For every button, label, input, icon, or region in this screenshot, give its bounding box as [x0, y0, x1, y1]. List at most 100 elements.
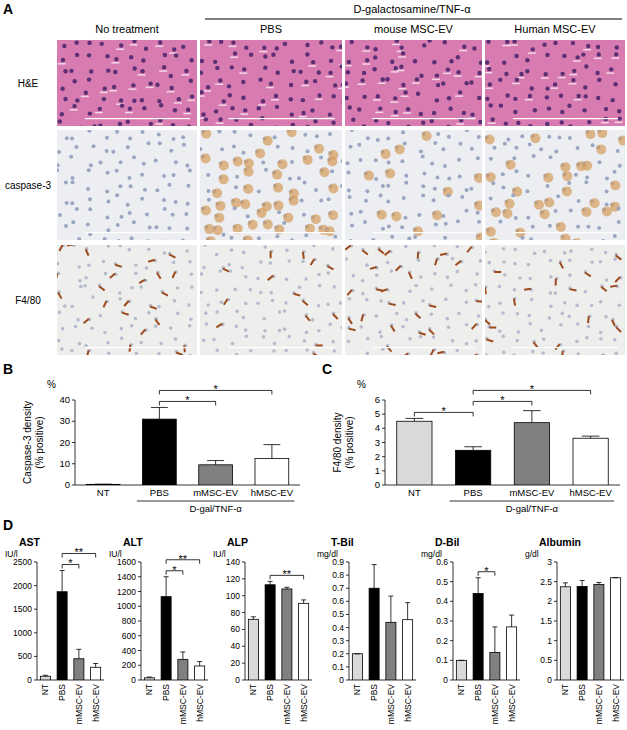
nucleus — [262, 335, 266, 339]
nucleus — [102, 260, 106, 264]
sinusoid — [606, 72, 614, 74]
y-tick — [554, 660, 557, 661]
y-tick-label: 6 — [375, 394, 380, 405]
error-bar — [43, 675, 48, 677]
stain — [486, 339, 493, 343]
nucleus — [207, 40, 211, 43]
sinusoid — [583, 49, 591, 51]
sinusoid — [345, 86, 349, 88]
nucleus — [305, 52, 309, 56]
nucleus — [234, 185, 238, 189]
nucleus — [313, 119, 317, 123]
nucleus — [432, 111, 436, 115]
sinusoid — [146, 87, 154, 89]
nucleus — [163, 251, 167, 255]
nucleus — [303, 181, 307, 185]
nucleus — [245, 334, 249, 338]
y-tick-label: 1500 — [13, 604, 32, 614]
y-axis — [453, 562, 454, 680]
nucleus — [350, 224, 354, 228]
stain — [569, 288, 576, 291]
nucleus — [86, 222, 90, 226]
nucleus — [174, 53, 178, 57]
nucleus — [74, 40, 78, 44]
y-tick-label: 0 — [547, 675, 552, 685]
nucleus — [298, 70, 302, 74]
sinusoid — [485, 72, 492, 74]
nucleus — [569, 249, 573, 253]
stain — [270, 251, 272, 258]
stain — [272, 170, 282, 180]
nucleus — [258, 77, 262, 81]
sinusoid — [116, 48, 124, 50]
x-tick-label: mMSC-EV — [386, 684, 396, 724]
stain — [560, 234, 570, 240]
stain — [585, 130, 595, 139]
nucleus — [346, 70, 350, 74]
nucleus — [539, 147, 543, 151]
nucleus — [575, 340, 579, 344]
nucleus — [78, 126, 82, 127]
nucleus — [174, 200, 178, 204]
micrograph-bg — [345, 40, 482, 126]
nucleus — [206, 85, 210, 89]
x-tick-label: NT — [40, 684, 50, 695]
nucleus — [57, 339, 61, 343]
stain — [201, 205, 211, 215]
nucleus — [64, 224, 68, 228]
nucleus — [301, 259, 305, 263]
nucleus — [549, 291, 553, 295]
nucleus — [132, 40, 136, 43]
stain — [512, 187, 522, 197]
bar — [352, 654, 362, 680]
stain — [432, 210, 442, 220]
nucleus — [158, 141, 162, 145]
nucleus — [541, 351, 545, 355]
nucleus — [503, 273, 507, 277]
stain — [614, 276, 620, 282]
nucleus — [264, 168, 268, 172]
stain — [161, 292, 168, 297]
sinusoid — [336, 50, 342, 52]
nucleus — [400, 159, 404, 163]
nucleus — [554, 209, 558, 213]
x-tick-label: NT — [352, 684, 362, 695]
x-tick-label: hMSC-EV — [195, 684, 205, 722]
nucleus — [75, 207, 79, 211]
sinusoid — [398, 88, 406, 90]
nucleus — [70, 305, 74, 309]
nucleus — [244, 275, 248, 279]
nucleus — [242, 67, 246, 71]
nucleus — [390, 269, 394, 273]
nucleus — [601, 239, 605, 240]
nucleus — [447, 177, 451, 181]
sinusoid — [569, 74, 577, 76]
nucleus — [365, 58, 369, 62]
nucleus — [545, 53, 549, 57]
nucleus — [218, 117, 222, 121]
nucleus — [140, 173, 144, 177]
nucleus — [477, 96, 481, 100]
nucleus — [233, 51, 237, 55]
nucleus — [347, 60, 351, 64]
stain — [240, 199, 250, 209]
significance-label: ** — [179, 553, 188, 565]
bar — [144, 678, 154, 680]
y-tick-label: 0 — [65, 479, 70, 490]
sinusoid — [181, 74, 189, 76]
nucleus — [547, 135, 551, 139]
nucleus — [346, 170, 350, 174]
nucleus — [390, 60, 394, 64]
nucleus — [119, 160, 123, 164]
nucleus — [549, 275, 553, 279]
nucleus — [563, 251, 567, 255]
nucleus — [598, 160, 602, 164]
nucleus — [242, 251, 246, 255]
bar — [91, 667, 101, 680]
sinusoid — [204, 44, 212, 46]
nucleus — [283, 309, 287, 313]
nucleus — [408, 289, 412, 293]
nucleus — [241, 151, 245, 155]
stain — [562, 186, 572, 196]
nucleus — [531, 47, 535, 51]
